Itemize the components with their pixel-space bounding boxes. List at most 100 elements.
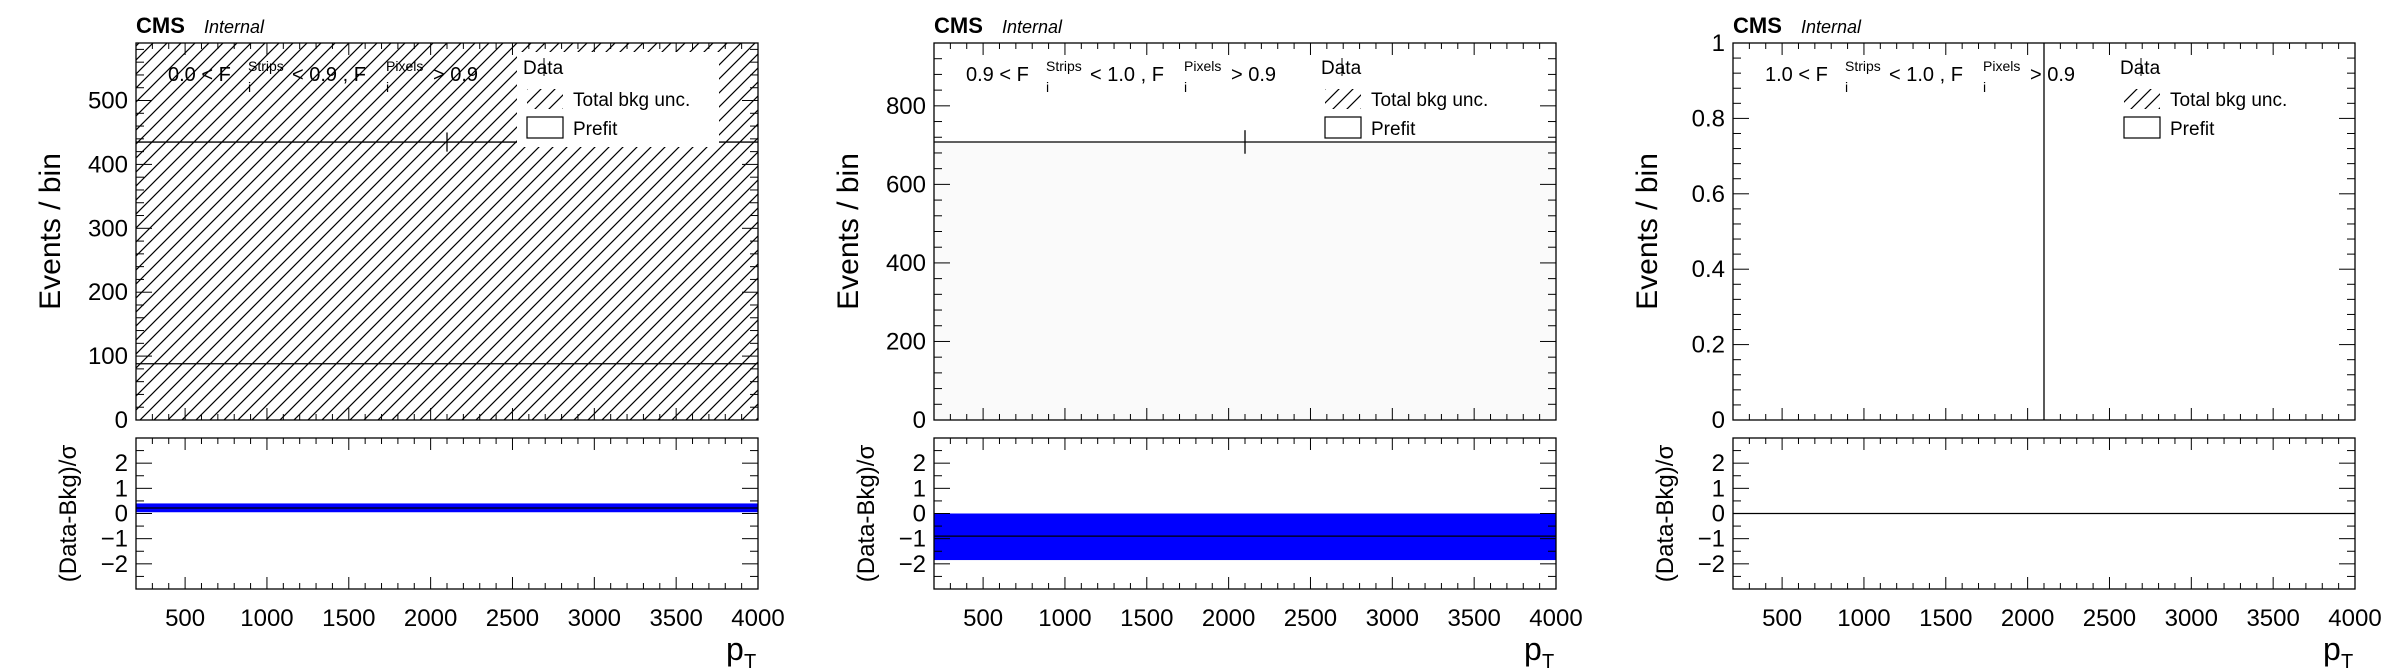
region-i-sub: i (1184, 79, 1187, 95)
y-axis-label: Events / bin (1631, 153, 1664, 310)
region-label: 0.9 < F Strips i < 1.0 , F Pixels i > 0.9 (966, 58, 1276, 95)
ratio-y-tick-label: 2 (913, 450, 926, 477)
region-pixels-sup: Pixels (1983, 58, 2020, 74)
legend-prefit-label: Prefit (1371, 119, 1416, 140)
legend-unc-label: Total bkg unc. (2170, 90, 2287, 111)
x-tick-label: 4000 (731, 605, 784, 632)
ratio-y-tick-label: −2 (1698, 551, 1725, 578)
x-tick-label: 3500 (2246, 605, 2299, 632)
x-tick-label: 2000 (404, 605, 457, 632)
x-axis-label: p (1524, 631, 1542, 667)
ratio-y-tick-label: −1 (1698, 526, 1725, 553)
cms-sublabel: Internal (1002, 17, 1063, 37)
x-tick-label: 4000 (2328, 605, 2381, 632)
x-tick-label: 1000 (1038, 605, 1091, 632)
y-tick-label: 0.6 (1692, 181, 1725, 208)
panel-3: 500 1000 1500 2000 2500 3000 3500 4000 0 0.2 0.4 0.… (1631, 13, 2382, 672)
region-i-sub: i (1845, 79, 1848, 95)
y-tick-label: 400 (886, 250, 926, 277)
ratio-y-axis-label: (Data-Bkg)/σ (1652, 445, 1679, 583)
x-tick-label: 2500 (1284, 605, 1337, 632)
y-tick-label: 800 (886, 93, 926, 120)
region-i-sub: i (248, 79, 251, 95)
x-tick-label: 500 (1762, 605, 1802, 632)
legend-prefit-swatch (526, 116, 564, 139)
x-tick-label: 3000 (568, 605, 621, 632)
x-tick-label: 3500 (649, 605, 702, 632)
region-pixels-sup: Pixels (386, 58, 423, 74)
region-strips-sup: Strips (248, 58, 284, 74)
x-tick-label: 1500 (322, 605, 375, 632)
ratio-frame (135, 437, 759, 590)
cms-label: CMS (136, 13, 185, 38)
y-tick-label: 200 (88, 279, 128, 306)
y-tick-label: 200 (886, 328, 926, 355)
y-tick-label: 0 (115, 407, 128, 434)
region-strips-sup: Strips (1845, 58, 1881, 74)
cms-sublabel: Internal (1801, 17, 1862, 37)
y-tick-label: 400 (88, 151, 128, 178)
ratio-y-tick-label: 1 (913, 475, 926, 502)
region-pix-text: > 0.9 (1231, 64, 1276, 86)
x-axis-label-sub: T (2341, 651, 2353, 672)
x-tick-label: 1500 (1120, 605, 1173, 632)
region-hi-text: < 0.9 , F (292, 64, 366, 86)
y-tick-label: 0.4 (1692, 256, 1725, 283)
x-axis-label-sub: T (744, 651, 756, 672)
region-i-sub: i (386, 79, 389, 95)
x-axis-label-sub: T (1542, 651, 1554, 672)
y-axis-label: Events / bin (34, 153, 67, 310)
region-strips-sup: Strips (1046, 58, 1082, 74)
ratio-y-tick-label: 1 (1712, 475, 1725, 502)
x-tick-label: 2000 (2001, 605, 2054, 632)
legend-unc-swatch (527, 89, 563, 109)
x-tick-label: 3500 (1447, 605, 1500, 632)
y-tick-label: 0 (913, 407, 926, 434)
region-hi-text: < 1.0 , F (1090, 64, 1164, 86)
legend-unc-label: Total bkg unc. (1371, 90, 1488, 111)
ratio-y-tick-label: 1 (115, 475, 128, 502)
ratio-y-tick-label: −2 (899, 551, 926, 578)
ratio-y-tick-label: −2 (101, 551, 128, 578)
x-tick-label: 3000 (2165, 605, 2218, 632)
ratio-band (934, 513, 1556, 561)
legend-prefit-swatch (2123, 116, 2161, 139)
x-axis-label: p (726, 631, 744, 667)
panel-2: 500 1000 1500 2000 2500 3000 3500 4000 0 200 400 60… (832, 13, 1583, 672)
panel-1: 500 1000 1500 2000 2500 3000 3500 4000010020030… (34, 13, 785, 672)
region-hi-text: < 1.0 , F (1889, 64, 1963, 86)
y-tick-label: 600 (886, 171, 926, 198)
cms-label: CMS (934, 13, 983, 38)
ratio-y-tick-label: 2 (1712, 450, 1725, 477)
ratio-y-tick-label: −1 (101, 526, 128, 553)
x-tick-label: 500 (165, 605, 205, 632)
x-tick-label: 2500 (486, 605, 539, 632)
y-tick-label: 0 (1712, 407, 1725, 434)
x-tick-label: 4000 (1529, 605, 1582, 632)
ratio-y-axis-label: (Data-Bkg)/σ (853, 445, 880, 583)
x-tick-label: 500 (963, 605, 1003, 632)
legend-prefit-label: Prefit (573, 119, 618, 140)
legend-prefit-swatch (1324, 116, 1362, 139)
legend-data-label: Data (1321, 58, 1362, 79)
y-tick-label: 500 (88, 88, 128, 115)
x-tick-label: 3000 (1366, 605, 1419, 632)
region-lo-text: 0.0 < F (168, 64, 231, 86)
cms-sublabel: Internal (204, 17, 265, 37)
ratio-y-tick-label: −1 (899, 526, 926, 553)
legend-prefit-label: Prefit (2170, 119, 2215, 140)
x-tick-label: 1000 (1837, 605, 1890, 632)
region-label: 0.0 < F Strips i < 0.9 , F Pixels i > 0.9 (168, 58, 478, 95)
region-i-sub: i (1046, 79, 1049, 95)
bkg-fill (934, 141, 1556, 420)
legend-unc-swatch (2124, 89, 2160, 109)
region-lo-text: 1.0 < F (1765, 64, 1828, 86)
y-tick-label: 100 (88, 343, 128, 370)
x-axis-label: p (2323, 631, 2341, 667)
legend-data-label: Data (2120, 58, 2161, 79)
x-tick-label: 1500 (1919, 605, 1972, 632)
legend-unc-label: Total bkg unc. (573, 90, 690, 111)
legend: Data Total bkg unc. Prefit (517, 52, 719, 147)
x-tick-label: 2500 (2083, 605, 2136, 632)
region-pix-text: > 0.9 (2030, 64, 2075, 86)
